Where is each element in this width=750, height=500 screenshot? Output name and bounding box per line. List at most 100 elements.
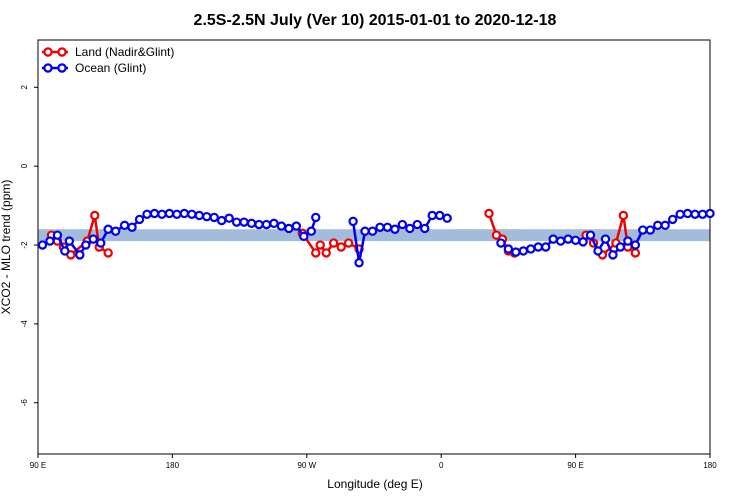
series-1-point-0-9 (103, 224, 113, 234)
series-1-point-0-7 (88, 234, 98, 244)
series-0-point-1-3 (321, 248, 331, 258)
series-1-point-2-22 (660, 220, 670, 231)
series-1-point-2-28 (705, 208, 715, 219)
y-axis-label: XCO2 - MLO trend (ppm) (0, 180, 13, 315)
series-1-point-0-33 (284, 223, 294, 234)
series-1-point-1-11 (427, 210, 437, 221)
series-1-point-2-26 (690, 209, 700, 219)
series-1-point-1-0 (348, 216, 358, 227)
series-1-point-0-20 (187, 209, 197, 219)
series-0-point-0-5 (90, 210, 100, 221)
series-1-point-1-3 (367, 226, 378, 236)
series-0-point-1-4 (328, 238, 339, 248)
x-tick-label-3: 0 (439, 461, 444, 470)
series-1-point-0-12 (127, 222, 137, 232)
series-1-point-0-5 (75, 250, 85, 260)
series-1-point-1-12 (435, 210, 445, 221)
series-1-point-0-29 (254, 219, 264, 230)
series-1-point-2-3 (518, 246, 529, 256)
series-1-point-2-0 (496, 238, 506, 248)
series-1-point-0-27 (239, 217, 249, 227)
series-0-point-3-6 (630, 248, 641, 258)
series-1-point-0-6 (81, 240, 91, 250)
series-1-point-0-8 (96, 238, 106, 248)
series-1-point-0-15 (149, 208, 160, 219)
series-1-point-0-13 (134, 214, 145, 225)
legend-swatch-marker-end-1 (57, 63, 67, 73)
series-1-point-0-21 (194, 210, 204, 221)
series-0-point-1-1 (311, 248, 321, 258)
series-1-point-1-6 (390, 224, 400, 234)
series-1-point-2-15 (608, 250, 618, 260)
series-0-point-2-0 (484, 208, 494, 219)
legend-item-1: Ocean (Glint) (42, 61, 146, 75)
series-1-point-0-11 (119, 220, 130, 231)
series-1-point-0-2 (52, 230, 63, 240)
series-1-point-1-13 (442, 213, 452, 223)
series-1-point-0-22 (202, 211, 212, 222)
series-0-point-1-6 (343, 238, 354, 248)
chart-title: 2.5S-2.5N July (Ver 10) 2015-01-01 to 20… (194, 12, 557, 29)
legend-swatch-marker-0 (43, 47, 53, 57)
series-1-point-0-30 (261, 219, 272, 230)
series-layer (37, 208, 715, 268)
series-1-point-2-8 (555, 236, 566, 246)
series-1-point-0-26 (231, 217, 242, 227)
series-1-point-2-18 (630, 240, 641, 250)
series-1-point-2-19 (638, 225, 648, 235)
series-0-point-1-5 (336, 242, 346, 252)
series-1-point-2-11 (578, 237, 588, 247)
series-1-point-2-24 (675, 209, 685, 219)
series-0-point-3-4 (618, 210, 629, 221)
series-1-point-2-10 (570, 235, 581, 245)
series-1-point-0-24 (216, 215, 227, 226)
series-1-point-0-0 (37, 240, 48, 250)
series-1-point-2-6 (541, 242, 551, 252)
y-tick-label-3: 0 (20, 163, 29, 168)
series-1-point-2-1 (503, 244, 514, 254)
series-1-point-2-27 (697, 209, 708, 219)
x-tick-label-1: 180 (166, 461, 180, 470)
series-1-point-2-20 (645, 225, 655, 235)
series-1-point-0-32 (276, 221, 287, 231)
series-1-point-0-17 (164, 208, 175, 219)
series-0-point-1-2 (315, 240, 325, 250)
series-1-point-0-35 (299, 231, 309, 242)
series-1-point-0-19 (179, 208, 190, 219)
series-1-point-2-21 (653, 220, 663, 231)
series-1-point-2-16 (615, 242, 626, 252)
x-axis: 90 E 180 90 W 0 90 E 180 (30, 454, 717, 470)
series-1-point-1-9 (412, 219, 423, 230)
series-1-point-2-2 (511, 247, 521, 257)
series-1-point-0-1 (45, 236, 55, 246)
series-0-point-0-7 (103, 248, 113, 258)
series-1-point-1-1 (354, 258, 364, 268)
series-1-point-2-9 (563, 234, 573, 244)
series-1-point-0-14 (142, 209, 152, 219)
y-tick-label-1: -4 (20, 320, 29, 328)
series-1-point-1-5 (382, 222, 393, 232)
series-1-point-0-3 (60, 246, 70, 256)
y-tick-label-2: -2 (20, 241, 29, 249)
series-1-point-0-25 (224, 213, 234, 223)
legend-swatch-marker-1 (43, 63, 53, 73)
x-axis-label: Longitude (deg E) (327, 477, 422, 491)
series-1-point-1-8 (405, 223, 415, 234)
legend: Land (Nadir&Glint) Ocean (Glint) (42, 45, 174, 75)
legend-item-0: Land (Nadir&Glint) (42, 45, 174, 59)
series-1-point-0-4 (64, 236, 75, 246)
series-1-point-0-36 (306, 226, 316, 236)
legend-label-0: Land (Nadir&Glint) (75, 45, 174, 59)
legend-label-1: Ocean (Glint) (75, 61, 146, 75)
series-1-point-0-18 (172, 209, 182, 219)
series-1-point-2-23 (667, 214, 678, 225)
series-1-point-2-13 (593, 246, 603, 256)
series-1-point-1-7 (397, 219, 408, 230)
series-1-point-1-10 (420, 223, 430, 234)
series-1-point-2-4 (526, 244, 536, 254)
legend-swatch-marker-end-0 (57, 47, 67, 57)
series-1-point-0-16 (157, 209, 167, 219)
series-1-point-2-25 (682, 208, 693, 219)
series-1-point-2-5 (533, 242, 543, 252)
